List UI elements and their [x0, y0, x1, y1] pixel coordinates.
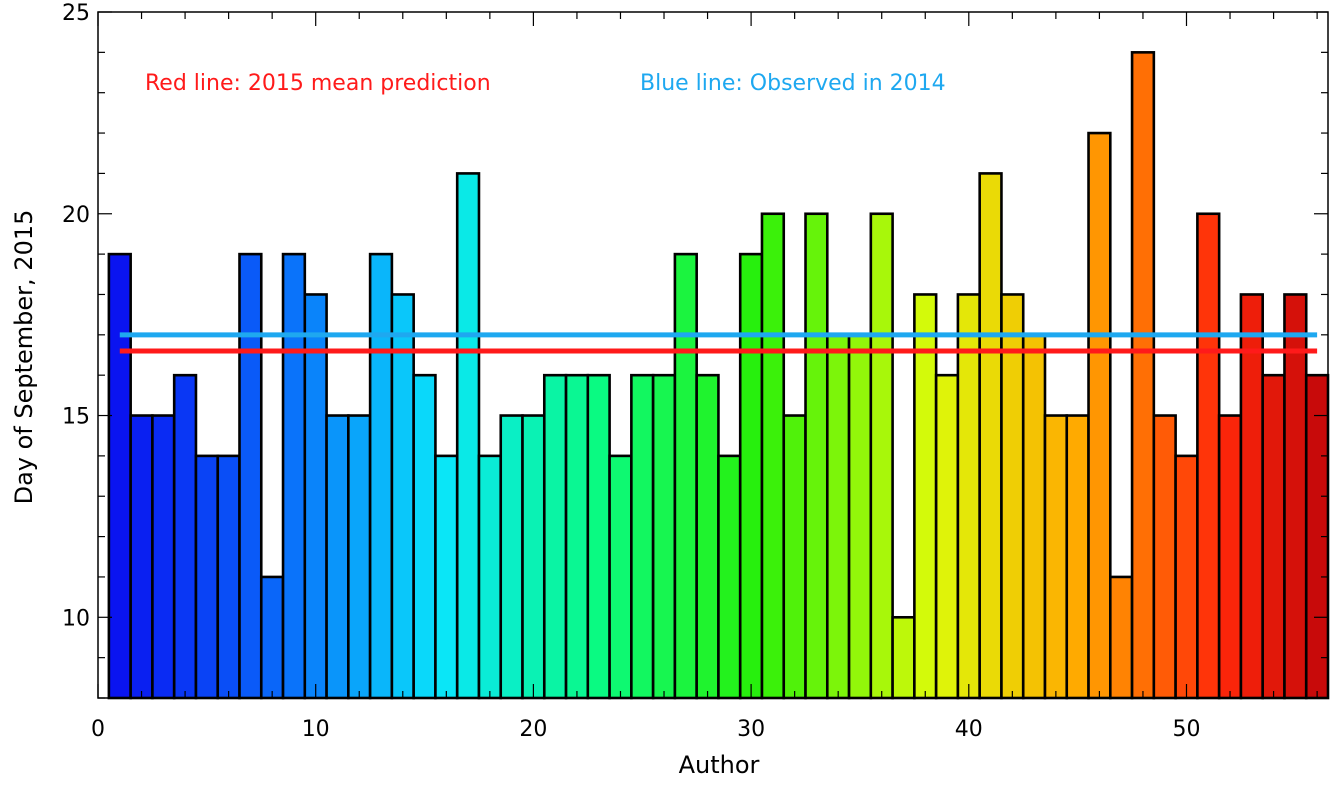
bar-author-52	[1217, 414, 1243, 700]
bar-author-8	[259, 575, 285, 700]
bar-author-21	[542, 373, 568, 700]
reference-lines-layer	[119, 332, 1318, 354]
bar-author-32	[782, 414, 807, 700]
bar-author-13	[368, 252, 394, 700]
bar-author-42	[1000, 293, 1025, 700]
y-tick-label: 25	[62, 1, 90, 26]
y-axis-label: Day of September, 2015	[10, 210, 38, 505]
bar-author-45	[1065, 414, 1090, 700]
bar-author-39	[934, 373, 960, 700]
x-tick-label: 10	[302, 717, 330, 742]
bar-author-5	[194, 454, 220, 700]
bar-author-12	[347, 414, 372, 700]
bar-author-44	[1043, 414, 1069, 700]
plot-border	[97, 11, 1329, 699]
bar-author-51	[1196, 212, 1221, 700]
y-tick-label: 20	[62, 203, 90, 228]
bar-author-17	[455, 172, 481, 700]
y-tick-label: 15	[62, 405, 90, 430]
x-tick-label: 0	[91, 717, 105, 742]
bar-author-11	[325, 414, 350, 700]
bar-author-1	[107, 252, 132, 700]
bar-author-15	[412, 373, 437, 700]
bar-author-50	[1174, 454, 1199, 700]
bar-author-22	[564, 373, 590, 700]
bars-layer	[107, 51, 1330, 700]
annotation-blue-line: Blue line: Observed in 2014	[640, 71, 946, 96]
bar-author-41	[978, 172, 1003, 700]
bar-author-18	[477, 454, 503, 700]
bar-author-9	[281, 252, 307, 700]
bar-author-53	[1239, 293, 1264, 700]
bar-author-33	[804, 212, 829, 700]
x-tick-label: 40	[955, 717, 983, 742]
bar-author-4	[172, 373, 198, 700]
bar-author-48	[1130, 51, 1156, 700]
bar-author-25	[630, 373, 655, 700]
bar-author-26	[651, 373, 677, 700]
bar-author-40	[956, 293, 981, 700]
axis-ticks: 0 10 20 30 40 50 10 15 20 25	[62, 1, 1328, 742]
x-tick-label: 30	[737, 717, 765, 742]
bar-author-35	[847, 333, 873, 700]
bar-author-34	[825, 333, 851, 700]
x-tick-label: 50	[1172, 717, 1200, 742]
bar-author-55	[1283, 293, 1308, 700]
bar-author-54	[1261, 373, 1286, 700]
bar-author-47	[1109, 575, 1134, 700]
bar-author-24	[608, 454, 633, 700]
bar-author-30	[738, 252, 764, 700]
plot-frame	[97, 11, 1329, 699]
bar-author-19	[499, 414, 524, 700]
bar-author-37	[891, 615, 916, 700]
bar-author-7	[238, 252, 263, 700]
bar-author-36	[869, 212, 894, 700]
bar-author-27	[673, 252, 698, 700]
bar-author-31	[760, 212, 786, 700]
bar-author-10	[303, 293, 328, 700]
bar-author-20	[521, 414, 546, 700]
bar-author-3	[151, 414, 176, 700]
bar-author-49	[1152, 414, 1177, 700]
bar-author-23	[586, 373, 611, 700]
bar-author-46	[1087, 131, 1112, 700]
x-axis-label: Author	[679, 751, 760, 779]
x-tick-label: 20	[519, 717, 547, 742]
bar-author-28	[695, 373, 720, 700]
bar-author-6	[216, 454, 241, 700]
annotation-red-line: Red line: 2015 mean prediction	[145, 71, 491, 96]
bar-author-38	[913, 293, 938, 700]
bar-author-43	[1021, 333, 1047, 700]
bar-author-14	[390, 293, 415, 700]
bar-author-2	[129, 414, 154, 700]
y-tick-label: 10	[62, 606, 90, 631]
bar-author-16	[434, 454, 459, 700]
bar-author-29	[717, 454, 742, 700]
